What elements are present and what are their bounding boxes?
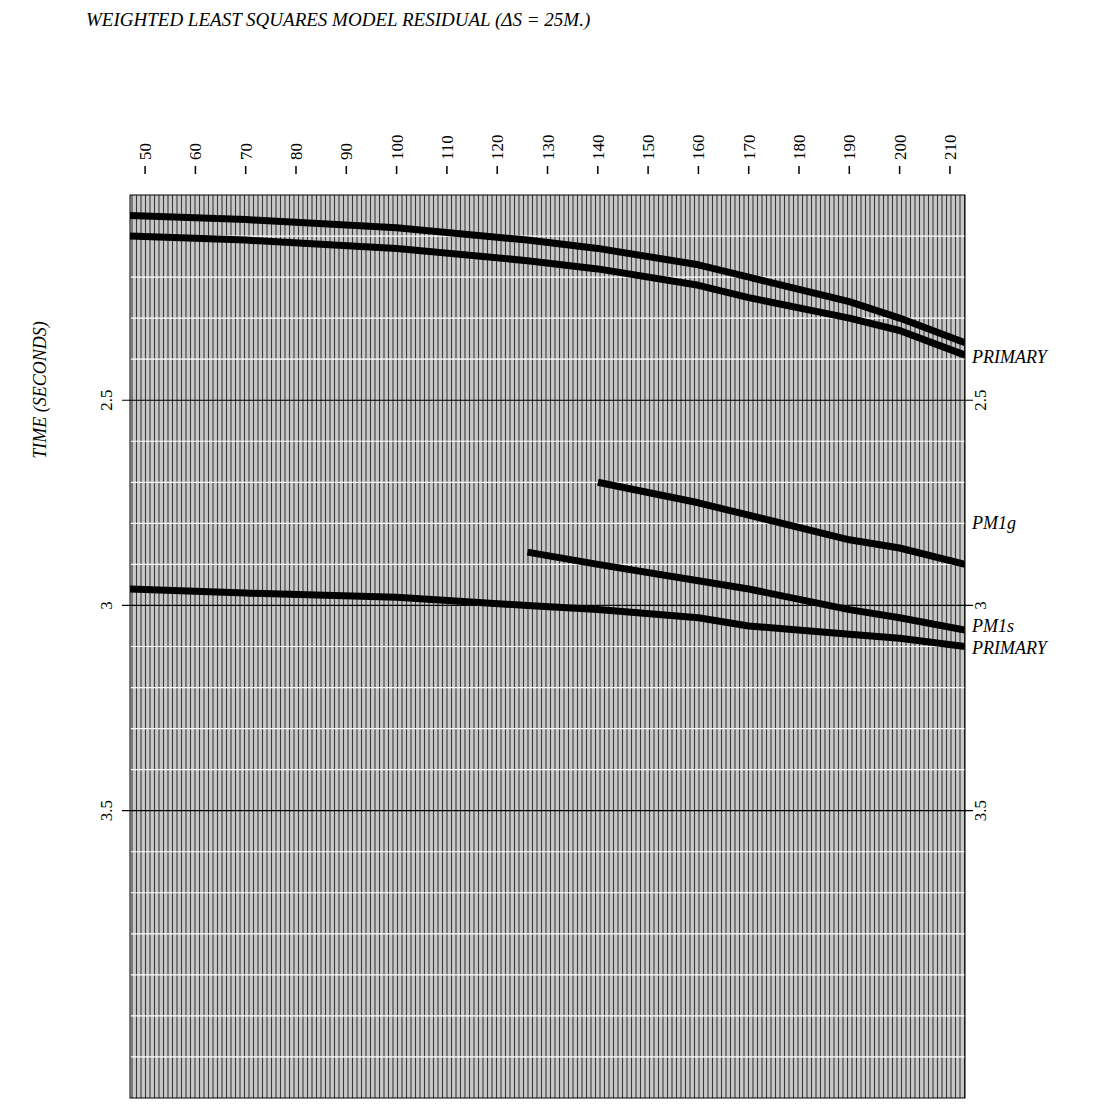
x-tick <box>547 166 549 174</box>
x-tick-label: 200 <box>891 135 910 161</box>
x-tick-label: 60 <box>186 143 205 160</box>
event-line <box>598 482 965 564</box>
grid-line-minor <box>130 1056 965 1057</box>
grid-line-minor <box>130 892 965 893</box>
x-tick-label: 130 <box>539 135 558 161</box>
x-tick <box>295 166 297 174</box>
x-tick <box>346 166 348 174</box>
x-tick <box>949 166 951 174</box>
x-tick <box>195 166 197 174</box>
grid-line-minor <box>130 276 965 277</box>
x-tick-label: 70 <box>237 143 256 160</box>
grid-line <box>122 400 973 401</box>
grid-line-minor <box>130 851 965 852</box>
y-axis: 2.5 2.5 3 3 3.5 3.5 <box>97 390 990 822</box>
x-tick <box>496 166 498 174</box>
x-tick-label: 110 <box>438 135 457 160</box>
grid-line-minor <box>130 687 965 688</box>
y-tick-label: 3.5 <box>97 800 116 821</box>
grid-line-minor <box>130 235 965 236</box>
x-tick <box>597 166 599 174</box>
annotations: PRIMARYPM1gPM1sPRIMARY <box>971 347 1049 658</box>
x-tick-label: 120 <box>488 135 507 161</box>
x-tick <box>446 166 448 174</box>
grid-line-minor <box>130 974 965 975</box>
x-tick-label: 140 <box>589 135 608 161</box>
x-tick-label: 210 <box>941 135 960 161</box>
annotation: PM1s <box>971 616 1014 636</box>
x-tick-label: 100 <box>388 135 407 161</box>
grid-line-minor <box>130 646 965 647</box>
chart: WEIGHTED LEAST SQUARES MODEL RESIDUAL (Δ… <box>0 0 1113 1104</box>
grid-line-minor <box>130 441 965 442</box>
annotation: PM1g <box>971 513 1016 533</box>
annotation: PRIMARY <box>971 347 1049 367</box>
x-tick-label: 90 <box>337 143 356 160</box>
x-tick-label: 180 <box>790 135 809 161</box>
event-line <box>130 216 965 343</box>
grid-line-minor <box>130 933 965 934</box>
plot-frame <box>130 195 965 1098</box>
x-tick <box>698 166 700 174</box>
event-line <box>130 589 965 647</box>
grid-line-minor <box>130 1015 965 1016</box>
grid-line-minor <box>130 769 965 770</box>
y-tick-label-right: 3.5 <box>971 800 990 821</box>
x-tick <box>798 166 800 174</box>
grid-line-minor <box>130 482 965 483</box>
grid-line <box>122 810 973 811</box>
x-axis: 50 60 70 80 90 100 110 120 130 140 150 160 170 180 190… <box>136 135 960 175</box>
title: WEIGHTED LEAST SQUARES MODEL RESIDUAL (Δ… <box>86 9 590 31</box>
grid-line-minor <box>130 359 965 360</box>
event-line <box>527 552 965 630</box>
x-tick <box>849 166 851 174</box>
plot-background <box>130 195 965 1098</box>
x-tick <box>396 166 398 174</box>
y-tick-label: 3 <box>97 601 116 610</box>
y-axis-title: TIME (SECONDS) <box>30 321 51 459</box>
x-tick-label: 50 <box>136 143 155 160</box>
y-tick-label-right: 3 <box>971 601 990 610</box>
grid-line-minor <box>130 564 965 565</box>
x-tick-label: 160 <box>689 135 708 161</box>
y-tick-label-right: 2.5 <box>971 390 990 411</box>
annotation: PRIMARY <box>971 638 1049 658</box>
x-tick <box>144 166 146 174</box>
x-tick <box>245 166 247 174</box>
x-tick-label: 150 <box>639 135 658 161</box>
x-tick <box>748 166 750 174</box>
x-tick-label: 170 <box>740 135 759 161</box>
x-tick <box>647 166 649 174</box>
grid-line-minor <box>130 523 965 524</box>
x-tick <box>899 166 901 174</box>
x-tick-label: 190 <box>840 135 859 161</box>
grid-line-minor <box>130 728 965 729</box>
y-tick-label: 2.5 <box>97 390 116 411</box>
event-line <box>130 236 965 355</box>
grid <box>122 236 973 1057</box>
x-tick-label: 80 <box>287 143 306 160</box>
series-group <box>130 216 965 647</box>
